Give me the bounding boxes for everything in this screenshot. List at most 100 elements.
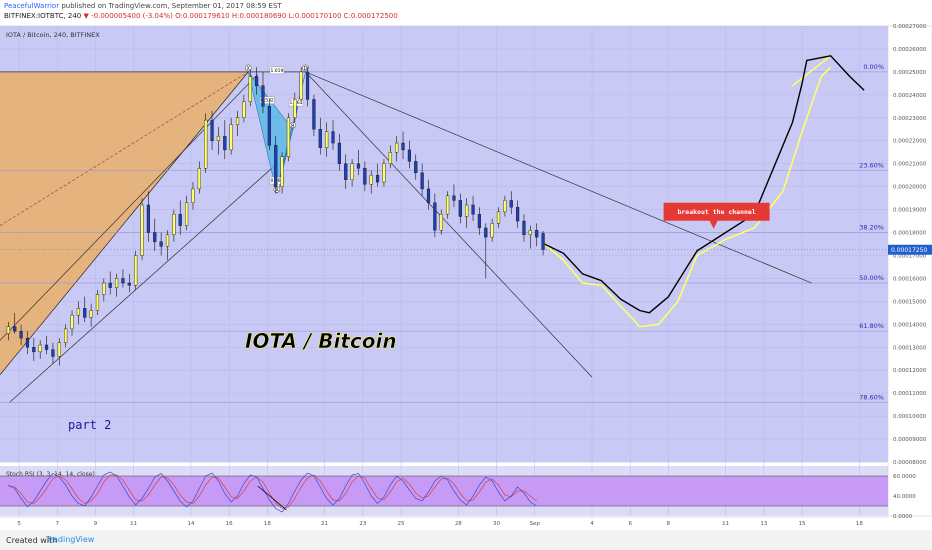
candle-body [299,71,303,100]
candle-body [191,188,195,203]
pattern-point-marker [302,64,309,72]
rsi-band [0,476,888,506]
price-change: ▼ -0.000005400 (-3.04%) [83,12,173,20]
footer-bar: Created with TradingView [0,530,932,550]
candle-body [541,233,545,250]
price-tick-label: 0.00022000 [893,139,927,145]
price-tick-label: 0.00019000 [893,208,927,214]
candle-body [356,163,361,169]
candle-body [134,255,138,286]
price-tick-label: 0.00025000 [893,70,927,76]
candle-body [369,174,373,185]
candle-body [439,213,443,231]
candle-body [503,200,507,213]
price-chart[interactable]: 0.00027000 0.00026000 0.00025000 0.00024000… [0,0,932,530]
candle-body [223,135,227,151]
pattern-ratio-box [260,96,275,104]
candle-body [528,230,532,236]
price-tick-label: 0.00011000 [893,391,927,397]
pattern-point-label: D [304,66,308,72]
price-tick-label: 0.00008000 [893,460,927,466]
rsi-k-line [8,471,537,513]
fib-level-label: 50.00% [859,274,884,282]
rsi-trend-line [257,485,287,511]
symbol-line: BITFINEX:IOTBTC, 240 [4,12,82,20]
rsi-tick-label: 60.0000 [893,474,916,480]
candle-body [433,202,437,231]
publish-text: published on TradingView.com, September … [61,2,282,10]
price-tick-label: 0.00023000 [893,116,927,122]
candle-body [375,174,380,183]
candle-body [477,213,482,229]
candle-body [325,131,329,148]
trend-line [0,73,259,341]
candle-body [6,326,10,334]
candle-body [255,76,259,86]
candle-body [293,99,297,118]
fan-median-line [0,71,249,226]
candle-body [229,124,233,151]
candle-body [127,282,131,286]
candle-body [70,314,74,330]
time-tick-label: 5 [17,521,21,527]
price-tick-label: 0.00014000 [893,322,927,328]
price-tick-label: 0.00017000 [893,253,927,259]
candle-body [38,344,42,353]
candle-body [146,204,151,233]
candle-body [509,200,513,208]
candle-body [414,161,418,174]
candle-body [64,328,68,343]
candle-body [471,204,475,215]
author-link[interactable]: PeacefulWarrior [4,2,60,10]
candle-body [204,119,208,169]
price-tick-label: 0.00020000 [893,185,927,191]
candle-body [57,342,61,357]
projection-black-path [543,55,865,314]
candle-body [407,149,411,162]
main-label: IOTA / Bitcoin [245,329,397,353]
candle-body [395,142,399,153]
tradingview-logo[interactable]: TradingView [46,535,95,544]
trend-line [305,71,812,284]
candle-body [337,142,341,164]
time-tick-label: 11 [130,521,137,527]
time-tick-label: 21 [321,521,328,527]
price-tick-label: 0.00021000 [893,162,927,168]
fib-level-label: 78.60% [859,393,884,401]
price-tick-label: 0.00027000 [893,24,927,30]
price-tick-label: 0.00016000 [893,276,927,282]
candle-body [185,202,189,226]
candle-body [452,195,456,201]
fib-level-label: 38.20% [859,224,884,232]
trend-line [9,163,278,403]
candle-body [350,163,354,180]
time-tick-label: 8 [667,521,671,527]
time-tick-label: 25 [398,521,405,527]
candle-body [235,117,240,125]
candle-body [261,85,265,107]
time-tick-label: 15 [799,521,806,527]
publish-info: PeacefulWarrior published on TradingView… [4,2,282,10]
candle-body [344,163,348,180]
candle-body [121,278,125,284]
candle-body [89,310,93,318]
callout-text: breakout the channel [677,208,755,216]
candle-body [305,71,310,100]
candle-body [25,337,30,348]
candle-body [76,308,80,316]
projection-yellow-arrow [792,55,832,87]
candle-body [388,152,392,164]
symbol-info: BITFINEX:IOTBTC, 240 ▼ -0.000005400 (-3.… [4,12,398,20]
candle-body [13,326,17,332]
time-tick-label: 11 [722,521,729,527]
fib-level-label: 0.00% [863,63,884,71]
time-tick-label: 23 [359,521,366,527]
candle-body [153,232,157,242]
fib-level-label: 23.60% [859,162,884,170]
projection-yellow-path [543,66,832,328]
time-tick-label: 16 [226,521,233,527]
price-axis [887,25,932,517]
candle-body [312,99,316,130]
candle-body [280,156,284,187]
candle-body [426,188,431,203]
